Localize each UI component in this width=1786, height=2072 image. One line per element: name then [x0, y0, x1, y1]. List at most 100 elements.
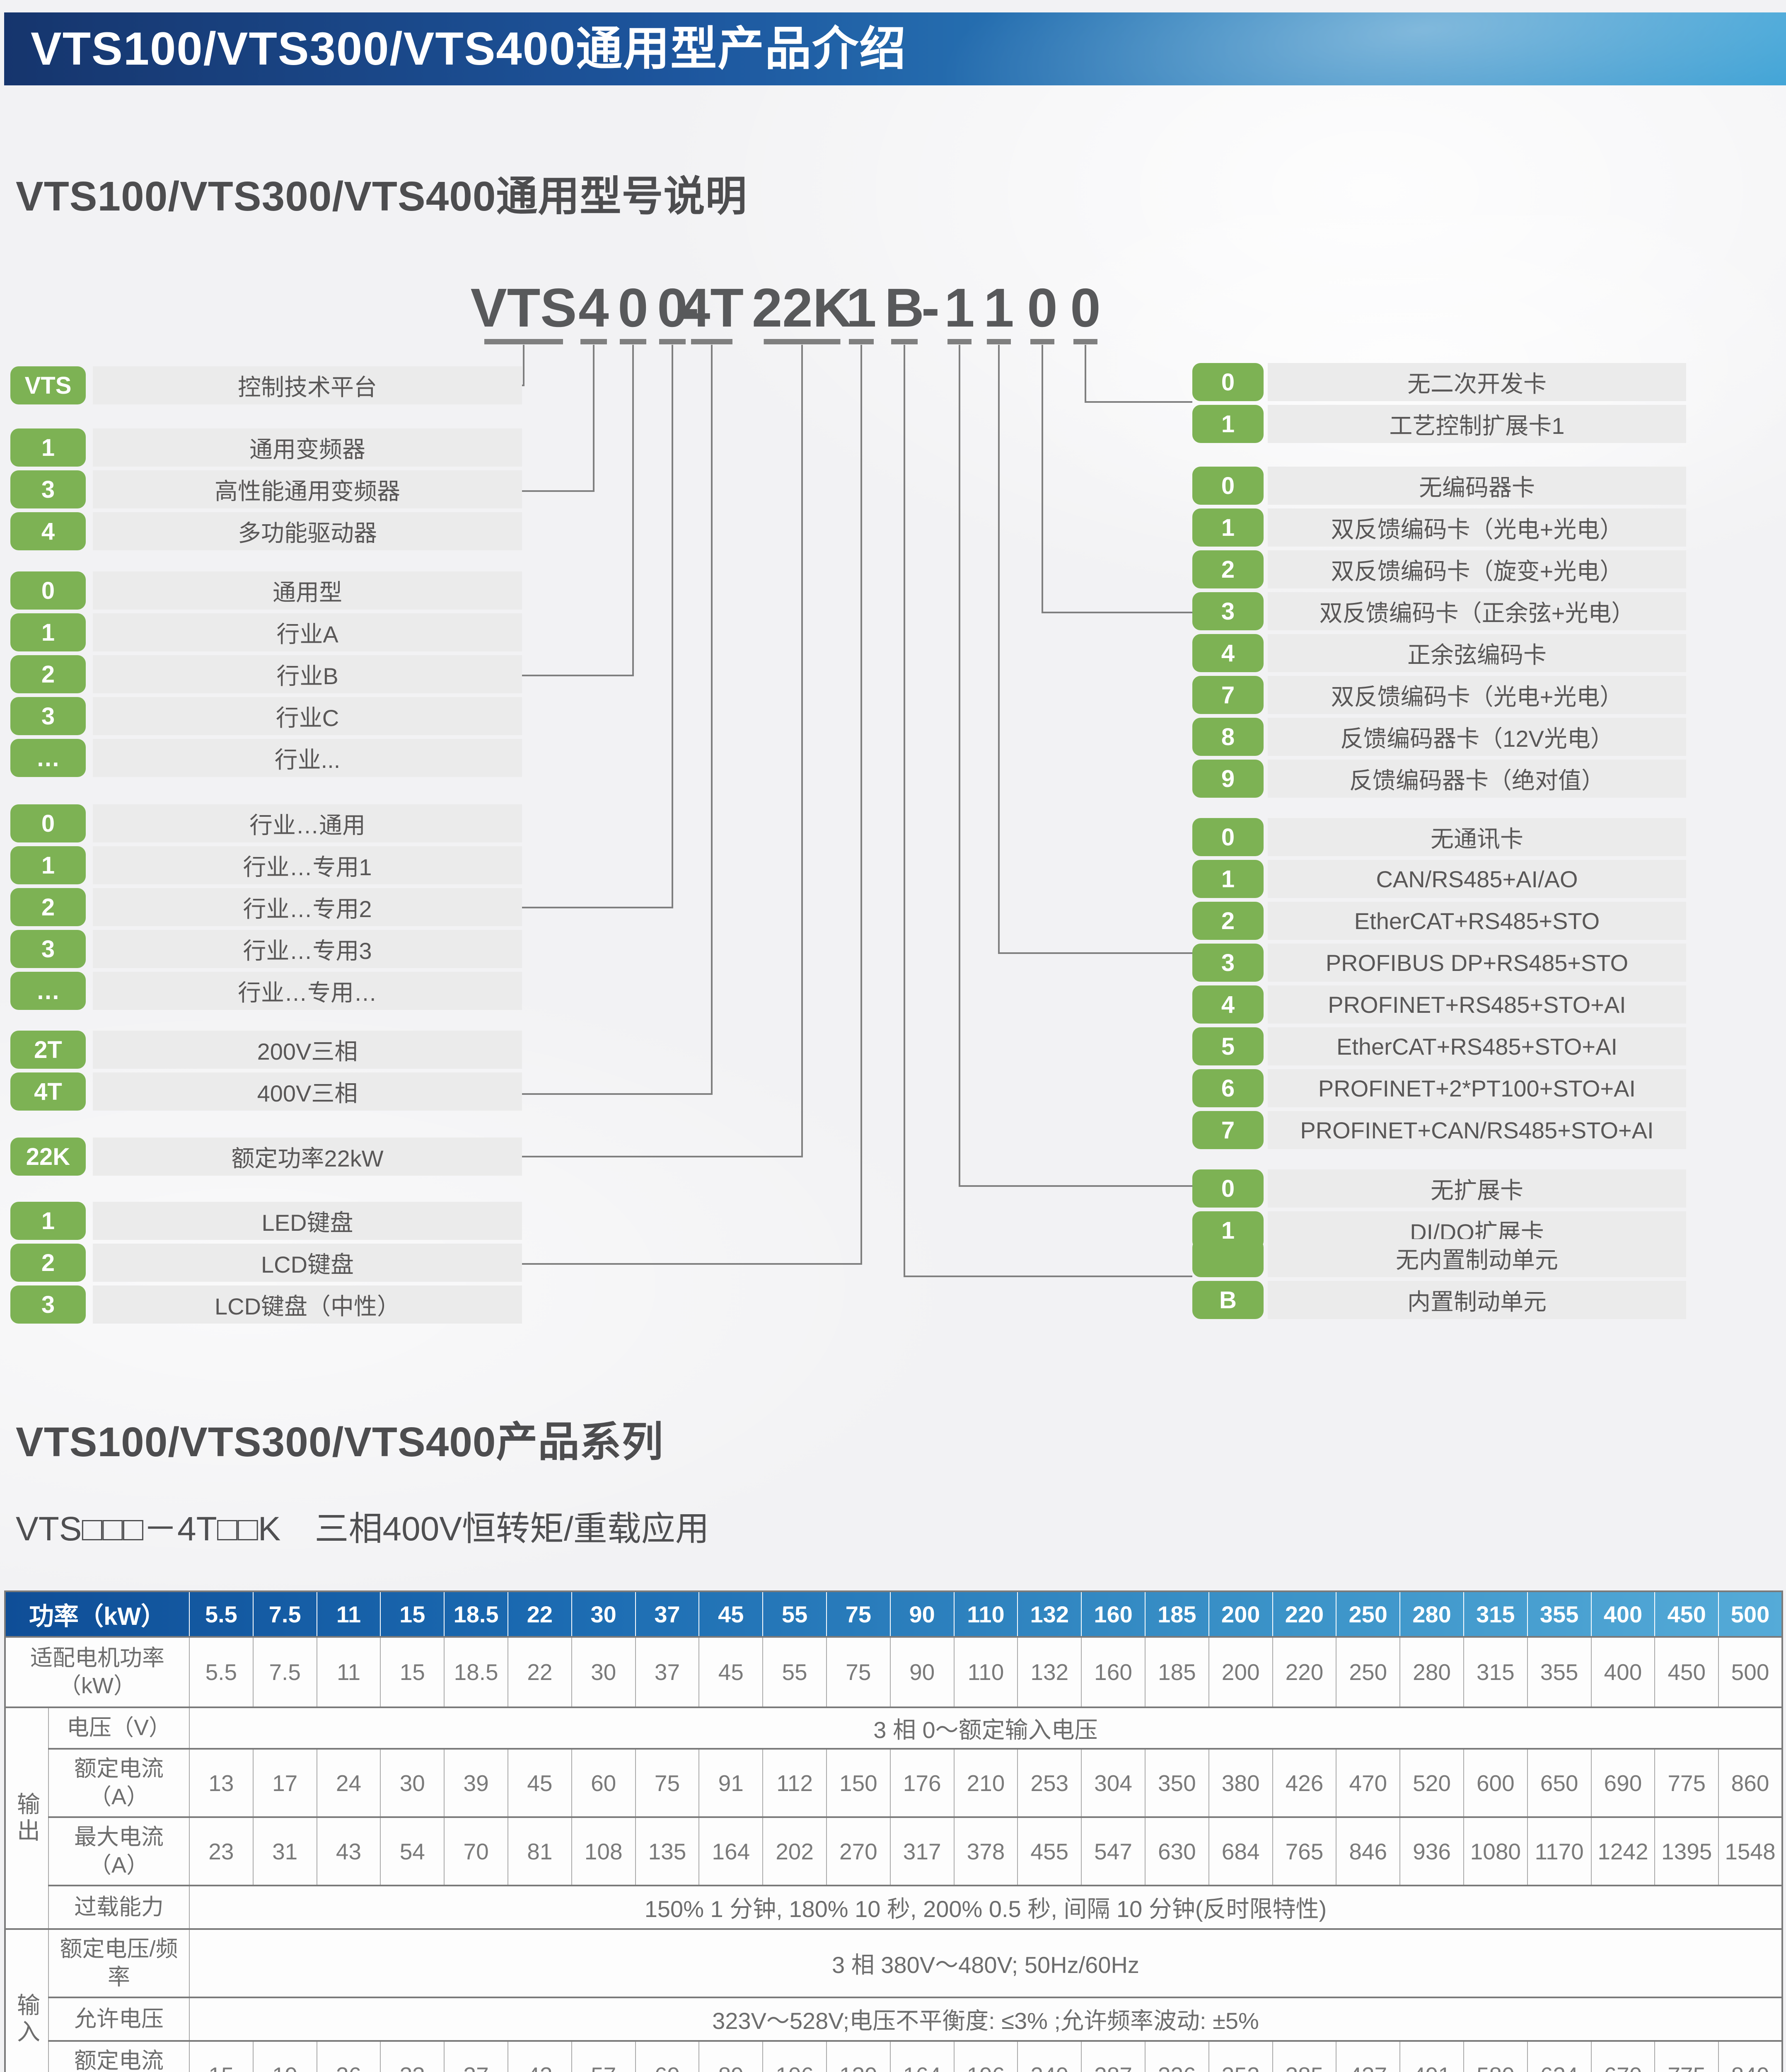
model-code-badge: 0	[1192, 1169, 1264, 1208]
spec-value: 455	[1017, 1816, 1082, 1886]
model-code-badge: 2	[10, 655, 86, 693]
col-header-value: 160	[1081, 1591, 1146, 1638]
model-code-desc: 无通讯卡	[1268, 818, 1686, 856]
col-header-value: 355	[1527, 1591, 1592, 1638]
spec-value: 240	[1017, 2040, 1082, 2072]
col-header-value: 90	[889, 1591, 955, 1638]
model-code-badge: …	[10, 972, 86, 1010]
spec-value: 164	[889, 2040, 955, 2072]
col-header-value: 7.5	[252, 1591, 317, 1638]
spec-value: 684	[1208, 1816, 1273, 1886]
spec-value: 450	[1654, 1636, 1719, 1708]
model-code-desc: 高性能通用变频器	[93, 470, 522, 508]
model-code-desc: 双反馈编码卡（光电+光电）	[1268, 508, 1686, 547]
model-code-desc: EtherCAT+RS485+STO+AI	[1268, 1027, 1686, 1065]
spec-value: 1170	[1527, 1816, 1592, 1886]
model-token: 0	[1027, 277, 1058, 338]
model-code-badge: 4	[10, 512, 86, 550]
connector-line	[1085, 345, 1192, 403]
spec-value: 37	[444, 2040, 508, 2072]
col-header-value: 400	[1590, 1591, 1655, 1638]
spec-value: 437	[1336, 2040, 1401, 2072]
row-label: 允许电压	[48, 1997, 190, 2042]
model-token: 1	[846, 277, 877, 338]
spec-value: 164	[698, 1816, 764, 1886]
model-token-underline	[947, 339, 972, 344]
connector-line	[522, 345, 673, 908]
model-code-badge: 4	[1192, 985, 1264, 1024]
col-header-value: 315	[1463, 1591, 1528, 1638]
model-code-desc: 双反馈编码卡（光电+光电）	[1268, 676, 1686, 714]
spec-value: 70	[444, 1816, 508, 1886]
model-token-dash: -	[681, 277, 699, 338]
model-token: 4	[578, 277, 609, 338]
model-code-badge: 2T	[10, 1031, 86, 1069]
model-token-underline	[891, 339, 918, 344]
spec-value: 89	[698, 2040, 764, 2072]
spec-value: 15	[380, 1636, 445, 1708]
connector-line	[522, 345, 595, 492]
col-header-value: 75	[826, 1591, 891, 1638]
spec-value: 33	[380, 2040, 445, 2072]
col-header-value: 200	[1208, 1591, 1273, 1638]
model-code-badge: 0	[1192, 363, 1264, 401]
model-code-desc: 行业B	[93, 655, 522, 693]
model-code-desc: CAN/RS485+AI/AO	[1268, 860, 1686, 898]
model-token-underline	[764, 339, 841, 344]
spec-value: 196	[953, 2040, 1018, 2072]
spec-value: 37	[635, 1636, 700, 1708]
spec-value: 624	[1527, 2040, 1592, 2072]
model-code-badge: 5	[1192, 1027, 1264, 1065]
model-code-desc: 反馈编码器卡（绝对值）	[1268, 760, 1686, 798]
spec-value: 132	[1017, 1636, 1082, 1708]
model-code-badge	[1192, 1239, 1264, 1277]
model-code-desc: LCD键盘（中性）	[93, 1285, 522, 1324]
model-code-desc: 无扩展卡	[1268, 1169, 1686, 1208]
row-group-label: 输入	[5, 1928, 49, 2072]
spec-value: 30	[380, 1748, 445, 1818]
spec-value: 520	[1399, 1748, 1464, 1818]
spec-value: 75	[826, 1636, 891, 1708]
spec-span-value: 150% 1 分钟, 180% 10 秒, 200% 0.5 秒, 间隔 10 …	[189, 1885, 1783, 1930]
model-code-badge: 2	[10, 888, 86, 926]
spec-value: 775	[1654, 2040, 1719, 2072]
model-code-badge: 3	[10, 1285, 86, 1324]
model-code-desc: 通用变频器	[93, 428, 522, 467]
model-code-badge: 1	[10, 1202, 86, 1240]
model-code-badge: 2	[1192, 550, 1264, 588]
spec-value: 22	[507, 1636, 572, 1708]
connector-line	[522, 345, 634, 676]
spec-span-value: 3 相 380V～480V; 50Hz/60Hz	[189, 1928, 1783, 1998]
model-token-underline	[1030, 339, 1054, 344]
model-code-badge: 7	[1192, 1111, 1264, 1149]
model-code-desc: LCD键盘	[93, 1244, 522, 1282]
model-code-badge: 8	[1192, 718, 1264, 756]
spec-value: 670	[1590, 2040, 1655, 2072]
spec-value: 630	[1144, 1816, 1209, 1886]
spec-value: 470	[1336, 1748, 1401, 1818]
row-label: 最大电流（A）	[48, 1816, 190, 1886]
model-token: 22K	[752, 277, 853, 338]
spec-value: 650	[1527, 1748, 1592, 1818]
spec-value: 106	[762, 2040, 827, 2072]
spec-value: 600	[1463, 1748, 1528, 1818]
model-code-desc: 无二次开发卡	[1268, 363, 1686, 401]
spec-value: 26	[316, 2040, 381, 2072]
model-code-badge: 1	[1192, 405, 1264, 443]
model-code-badge: B	[1192, 1281, 1264, 1319]
spec-value: 220	[1272, 1636, 1337, 1708]
model-token: 0	[1070, 277, 1101, 338]
model-token: 1	[944, 277, 975, 338]
model-code-desc: 行业A	[93, 613, 522, 651]
model-token: VTS	[470, 277, 577, 338]
model-code-desc: 行业C	[93, 697, 522, 735]
spec-value: 280	[1399, 1636, 1464, 1708]
spec-value: 185	[1144, 1636, 1209, 1708]
spec-value: 400	[1590, 1636, 1655, 1708]
connector-line	[959, 345, 1192, 1187]
model-code-desc: 行业…通用	[93, 804, 522, 842]
spec-table-container: 功率（kW） 5.5 7.5 11 15 18.5 22 30 37 45 55 75 90 110 132…	[4, 1590, 1783, 2072]
spec-value: 75	[635, 1748, 700, 1818]
model-code-badge: VTS	[10, 366, 86, 404]
row-label: 电压（V）	[48, 1706, 190, 1750]
